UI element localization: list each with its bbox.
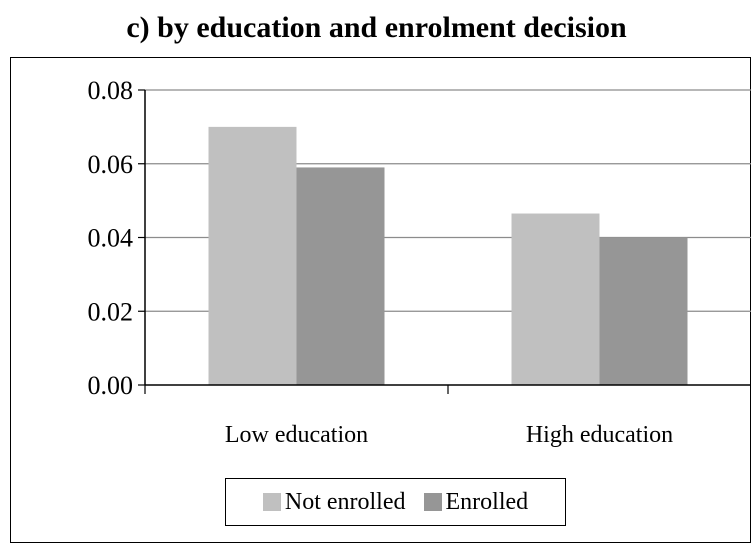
bar-not-enrolled-low-education: [208, 126, 297, 385]
y-tick-label: 0.04: [88, 224, 134, 253]
legend: Not enrolled Enrolled: [225, 478, 566, 526]
x-category-label: High education: [526, 422, 673, 448]
legend-swatch-enrolled: [423, 493, 442, 511]
chart-title: c) by education and enrolment decision: [126, 11, 627, 44]
legend-label-not-enrolled: Not enrolled: [284, 488, 406, 515]
legend-label-enrolled: Enrolled: [445, 488, 529, 515]
axis-labels: 0.00 0.02 0.04 0.06 0.08 Low education High ed…: [28, 76, 674, 448]
y-tick-label: 0.06: [88, 150, 134, 179]
y-axis-title: Unemployment risk: [28, 153, 58, 382]
y-tick-label: 0.02: [88, 297, 134, 326]
chart-frame: [10, 57, 751, 543]
bar-not-enrolled-high-education: [511, 213, 600, 385]
y-tick-label: 0.08: [88, 76, 134, 105]
axes: [138, 89, 751, 394]
bars: [208, 126, 688, 385]
legend-item-not-enrolled: Not enrolled: [262, 488, 406, 516]
y-tick-label: 0.00: [88, 371, 134, 400]
legend-swatch-not-enrolled: [262, 493, 281, 511]
bar-enrolled-high-education: [599, 237, 688, 385]
legend-item-enrolled: Enrolled: [423, 488, 529, 516]
bar-enrolled-low-education: [296, 167, 385, 385]
x-category-label: Low education: [225, 422, 368, 448]
